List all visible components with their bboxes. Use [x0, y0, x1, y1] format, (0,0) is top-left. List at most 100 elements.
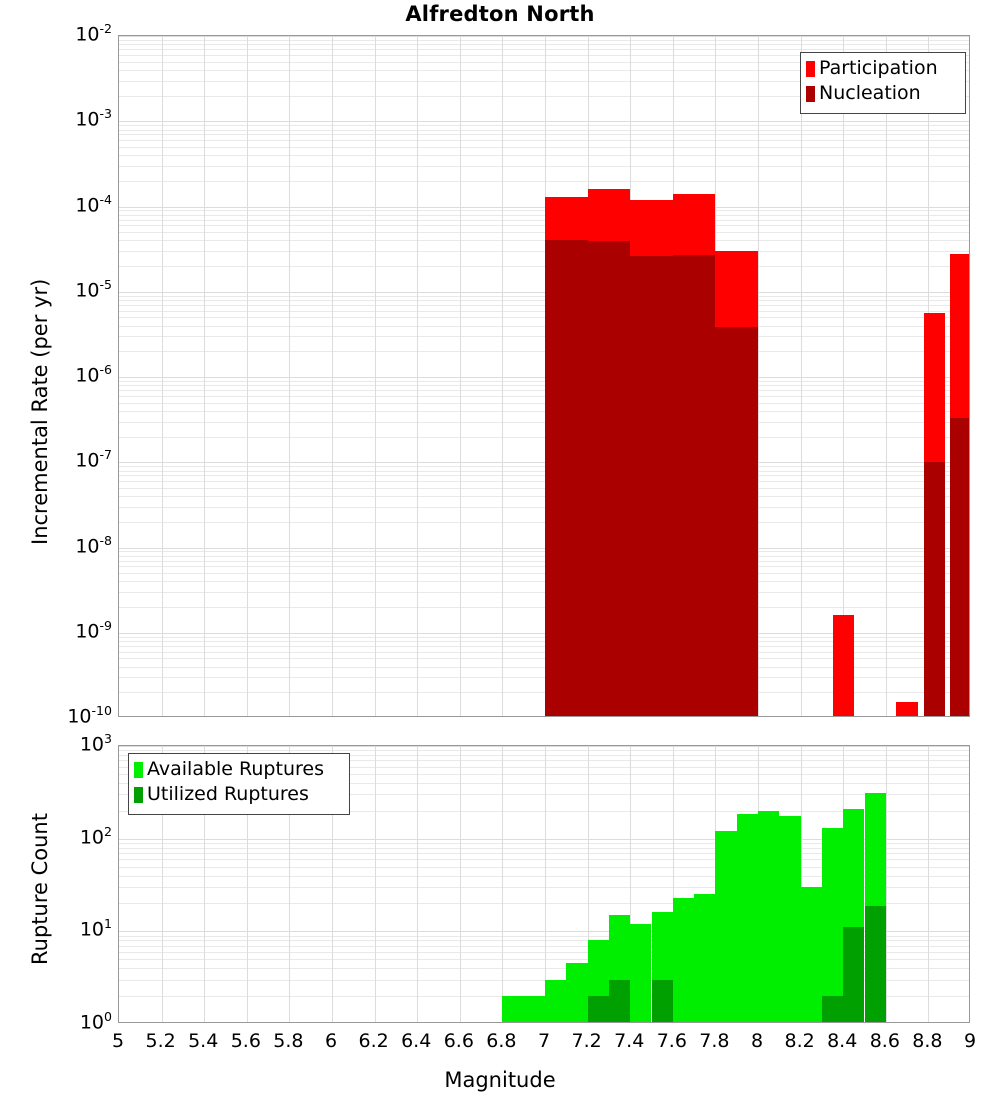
legend-swatch-icon: [134, 761, 143, 778]
y-axis-tick-label: 10-5: [75, 276, 112, 302]
x-axis-ticks: 5 5.2 5.4 5.6 5.8 6 6.2 6.4 6.6 6.8 7 7.2 7.4 7.6 7.8 8…: [0, 1030, 1000, 1056]
legend-item-nucleation: Nucleation: [806, 81, 959, 106]
utilized-ruptures-bar: [608, 979, 631, 1022]
gridline-horizontal: [119, 746, 969, 747]
gridline-horizontal: [119, 979, 969, 981]
gridline-horizontal: [119, 951, 969, 953]
y-axis-tick-label: 10-3: [75, 106, 112, 131]
gridline-horizontal: [119, 225, 969, 227]
x-axis-tick-label: 5.8: [273, 1030, 304, 1052]
nucleation-bar: [715, 326, 758, 716]
gridline-vertical: [800, 36, 802, 716]
x-axis-tick-label: 5.6: [230, 1030, 261, 1052]
gridline-horizontal: [119, 214, 969, 216]
y-axis-tick-label: 10-2: [75, 21, 112, 46]
x-axis-label: Magnitude: [444, 1068, 556, 1092]
nucleation-bar: [672, 254, 716, 716]
top-y-axis-ticks: 10-2 10-3 10-4 10-5 10-6 10-7 10-8 10-9 10-10: [0, 0, 112, 1100]
gridline-horizontal: [119, 134, 969, 136]
gridline-vertical: [289, 36, 291, 716]
gridline-horizontal: [119, 310, 969, 312]
utilized-ruptures-bar: [864, 905, 886, 1022]
gridline-horizontal: [119, 219, 969, 221]
gridline-horizontal: [119, 592, 969, 594]
gridline-horizontal: [119, 317, 969, 319]
gridline-horizontal: [119, 295, 969, 297]
gridline-horizontal: [119, 54, 969, 56]
x-axis-tick-label: 7.6: [656, 1030, 687, 1052]
gridline-horizontal: [119, 291, 969, 293]
gridline-horizontal: [119, 750, 969, 752]
gridline-horizontal: [119, 875, 969, 877]
gridline-horizontal: [119, 903, 969, 905]
gridline-vertical: [545, 746, 546, 1022]
x-axis-tick-label: 8.4: [827, 1030, 858, 1052]
y-axis-tick-label: 10-6: [75, 362, 112, 387]
x-axis-tick-label: 9: [963, 1030, 977, 1052]
gridline-horizontal: [119, 766, 969, 768]
gridline-horizontal: [119, 351, 969, 353]
gridline-horizontal: [119, 810, 969, 812]
gridline-horizontal: [119, 300, 969, 301]
legend-swatch-icon: [134, 786, 143, 803]
gridline-vertical: [161, 36, 163, 716]
x-axis-tick-label: 8: [750, 1030, 764, 1052]
available-ruptures-bar: [523, 996, 545, 1022]
gridline-vertical: [758, 36, 759, 716]
gridline-horizontal: [119, 607, 969, 609]
gridline-horizontal: [119, 487, 969, 489]
x-axis-tick-label: 7: [537, 1030, 551, 1052]
gridline-vertical: [246, 36, 248, 716]
gridline-vertical: [417, 746, 419, 1022]
gridline-vertical: [928, 746, 930, 1022]
gridline-vertical: [204, 36, 206, 716]
gridline-horizontal: [119, 496, 969, 498]
available-ruptures-bar: [502, 996, 524, 1022]
gridline-horizontal: [119, 462, 969, 464]
gridline-horizontal: [119, 49, 969, 51]
x-axis-tick-label: 6.8: [486, 1030, 517, 1052]
gridline-horizontal: [119, 632, 969, 634]
y-axis-tick-label: 10-9: [75, 617, 112, 643]
x-axis-tick-label: 8.2: [784, 1030, 815, 1052]
gridline-horizontal: [119, 636, 969, 638]
gridline-horizontal: [119, 39, 969, 41]
gridline-horizontal: [119, 959, 969, 961]
gridline-horizontal: [119, 402, 969, 404]
gridline-horizontal: [119, 692, 969, 694]
x-axis-tick-label: 6.6: [443, 1030, 474, 1052]
rupture-count-legend: Available Ruptures Utilized Ruptures: [128, 753, 350, 815]
gridline-horizontal: [119, 129, 969, 131]
x-axis-tick-label: 6.2: [358, 1030, 389, 1052]
y-axis-tick-label: 100: [79, 1009, 112, 1034]
gridline-vertical: [459, 746, 461, 1022]
available-ruptures-bar: [694, 894, 716, 1022]
gridline-horizontal: [119, 80, 969, 82]
gridline-horizontal: [119, 782, 969, 784]
gridline-horizontal: [119, 658, 969, 660]
gridline-horizontal: [119, 859, 969, 861]
gridline-vertical: [630, 746, 632, 1022]
gridline-vertical: [374, 746, 376, 1022]
y-axis-tick-label: 10-7: [75, 447, 112, 472]
x-axis-tick-label: 6.4: [401, 1030, 432, 1052]
gridline-horizontal: [119, 968, 969, 970]
gridline-horizontal: [119, 377, 969, 378]
gridline-horizontal: [119, 146, 969, 148]
utilized-ruptures-bar: [651, 979, 673, 1022]
legend-label: Available Ruptures: [147, 758, 324, 780]
gridline-vertical: [374, 36, 376, 716]
gridline-vertical: [417, 36, 419, 716]
gridline-horizontal: [119, 940, 969, 942]
gridline-horizontal: [119, 521, 969, 523]
gridline-vertical: [459, 36, 461, 716]
gridline-horizontal: [119, 240, 969, 242]
gridline-vertical: [204, 746, 206, 1022]
gridline-horizontal: [119, 61, 969, 63]
gridline-horizontal: [119, 931, 969, 933]
gridline-horizontal: [119, 36, 969, 37]
y-axis-tick-label: 101: [79, 916, 112, 941]
gridline-vertical: [885, 36, 887, 716]
gridline-horizontal: [119, 547, 969, 549]
gridline-horizontal: [119, 395, 969, 397]
